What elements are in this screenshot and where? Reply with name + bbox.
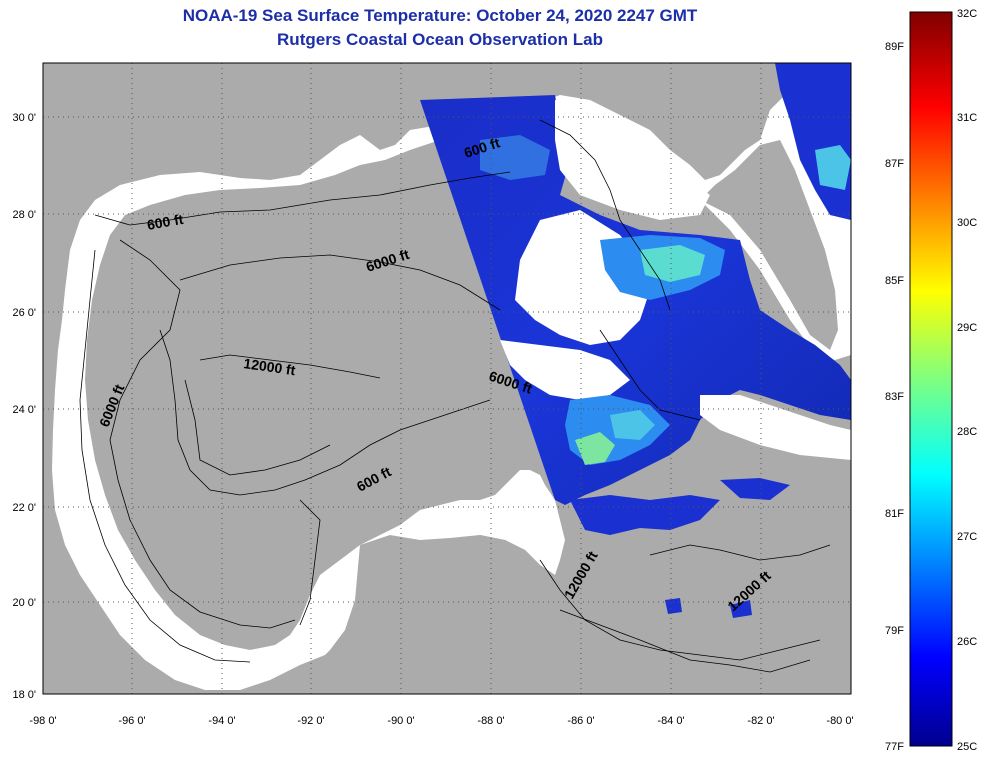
colorbar-fahrenheit: 89F 87F 85F 83F 81F 79F 77F (885, 41, 904, 753)
lon-tick-label: -98 0' (29, 715, 56, 727)
colorbar-label-c: 30C (957, 217, 977, 229)
sst-caribbean (720, 478, 790, 500)
colorbar-label-c: 32C (957, 8, 977, 20)
lon-tick-label: -90 0' (387, 715, 414, 727)
colorbar-label-c: 28C (957, 426, 977, 438)
lon-axis: -98 0' -96 0' -94 0' -92 0' -90 0' -88 0… (29, 715, 853, 727)
colorbar-label-c: 29C (957, 322, 977, 334)
colorbar-label-f: 85F (885, 275, 904, 287)
cloud-patch (555, 100, 710, 220)
colorbar-label-c: 31C (957, 112, 977, 124)
colorbar-label-c: 26C (957, 636, 977, 648)
lat-tick-label: 28 0' (12, 209, 36, 221)
lon-tick-label: -96 0' (118, 715, 145, 727)
lon-tick-label: -84 0' (657, 715, 684, 727)
warm-patch (480, 135, 550, 180)
colorbar-label-f: 89F (885, 41, 904, 53)
land-us-gulf-coast (43, 63, 851, 694)
lat-tick-label: 22 0' (12, 502, 36, 514)
contour-label: 12000 ft (243, 355, 297, 378)
lon-tick-label: -82 0' (747, 715, 774, 727)
lat-tick-label: 30 0' (12, 112, 36, 124)
warm-patch (815, 145, 851, 190)
colorbar-label-f: 87F (885, 158, 904, 170)
lat-tick-label: 18 0' (12, 689, 36, 701)
lat-tick-label: 26 0' (12, 307, 36, 319)
sst-caribbean (570, 495, 720, 535)
land-bahamas (790, 250, 812, 272)
lon-tick-label: -88 0' (477, 715, 504, 727)
contour-label: 600 ft (146, 211, 185, 233)
colorbar-label-f: 77F (885, 741, 904, 753)
cloud-patch (700, 395, 851, 460)
lat-tick-label: 20 0' (12, 597, 36, 609)
lat-axis: 18 0' 20 0' 22 0' 24 0' 26 0' 28 0' 30 0… (12, 112, 36, 701)
warm-patch (575, 432, 615, 465)
land-yucatan (300, 535, 548, 694)
warm-patch (610, 410, 655, 440)
cloud-patch (500, 340, 630, 400)
sst-caribbean (665, 598, 682, 614)
warm-patch (640, 245, 705, 282)
colorbar-label-c: 25C (957, 741, 977, 753)
graticule (43, 63, 851, 694)
lon-tick-label: -94 0' (208, 715, 235, 727)
bathymetry-contours (79, 119, 831, 673)
map-title: NOAA-19 Sea Surface Temperature: October… (182, 6, 698, 25)
lon-tick-label: -80 0' (826, 715, 853, 727)
colorbar-label-f: 83F (885, 391, 904, 403)
land-florida (700, 140, 838, 350)
colorbar-label-f: 81F (885, 508, 904, 520)
colorbar-celsius: 32C 31C 30C 29C 28C 27C 26C 25C (957, 8, 977, 753)
colorbar-label-c: 27C (957, 531, 977, 543)
map-subtitle: Rutgers Coastal Ocean Observation Lab (277, 30, 603, 49)
sst-caribbean (730, 600, 752, 618)
lat-tick-label: 24 0' (12, 404, 36, 416)
colorbar-label-f: 79F (885, 625, 904, 637)
lon-tick-label: -92 0' (297, 715, 324, 727)
colorbar (909, 11, 953, 747)
lon-tick-label: -86 0' (567, 715, 594, 727)
